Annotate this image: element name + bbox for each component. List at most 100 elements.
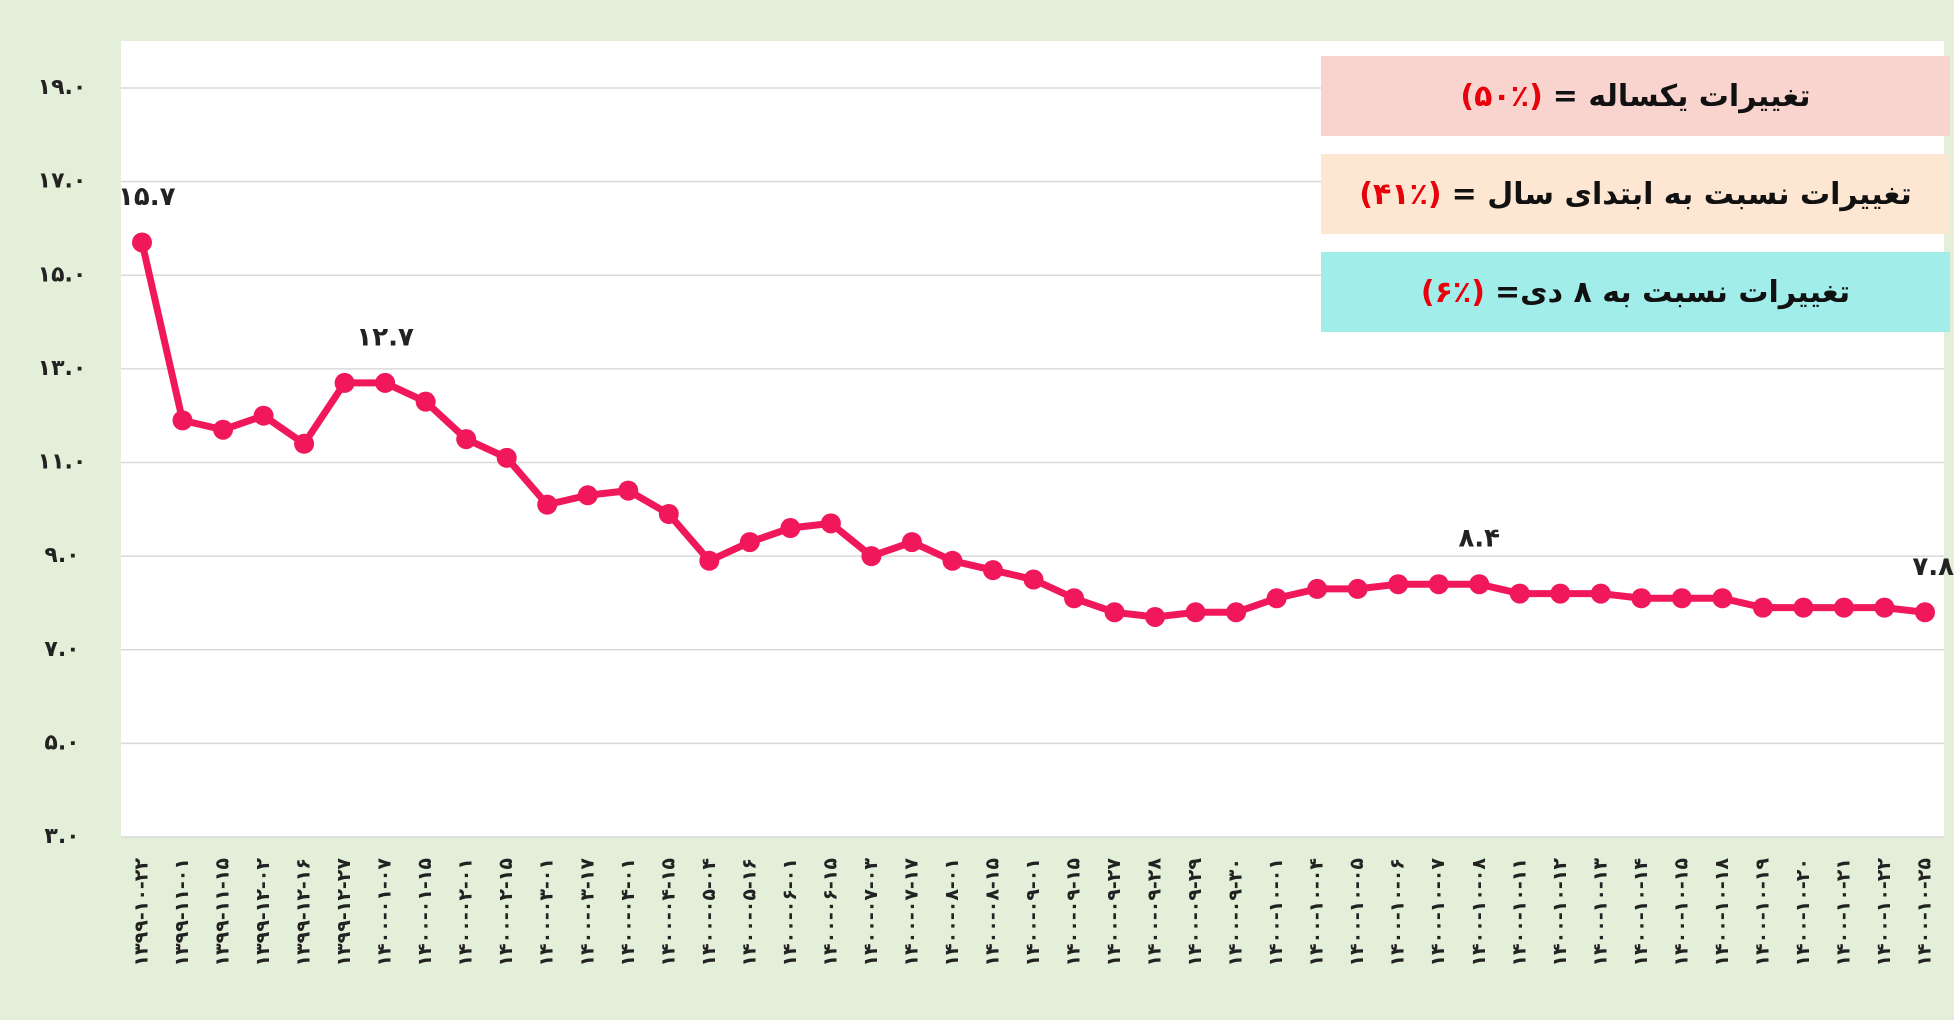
x-tick-label: ۱۴۰۰-۰۹-۲۷ [1103,858,1125,967]
x-tick-label: ۱۴۰۰-۰۷-۱۷ [900,858,922,967]
y-tick-label: ۵.۰ [44,730,79,755]
point [1874,597,1895,618]
point [1793,597,1814,618]
point [1752,597,1773,618]
x-tick-label: ۱۴۰۰-۰۵-۰۴ [698,858,720,967]
x-tick-label: ۱۴۰۰-۰۹-۱۵ [1063,858,1085,967]
point [1145,606,1166,627]
point [1023,569,1044,590]
point [294,433,315,454]
annotation-value: (۵۰٪) [1460,78,1543,114]
x-tick-label: ۱۴۰۰-۰۶-۱۵ [819,858,841,967]
x-tick-label: ۱۳۹۹-۱۰-۲۲ [131,858,153,967]
x-tick-label: ۱۴۰۰-۰۷-۰۳ [860,858,882,967]
point [213,419,234,440]
annotation-box: تغییرات نسبت به ۸ دی= (۶٪) [1321,252,1950,332]
x-tick-label: ۱۴۰۰-۰۹-۲۸ [1144,858,1166,967]
y-tick-label: ۱۱.۰ [38,450,87,475]
y-tick-label: ۱۹.۰ [38,75,87,100]
point [1509,583,1530,604]
x-tick-label: ۱۴۰۰-۱۰-۱۵ [1670,858,1692,967]
point [1428,574,1449,595]
point [942,550,963,571]
point [739,532,760,553]
x-tick-label: ۱۴۰۰-۱۰-۰۴ [1306,858,1328,967]
y-tick-label: ۳.۰ [44,824,79,849]
y-tick-label: ۹.۰ [44,543,79,568]
x-tick-label: ۱۴۰۰-۰۲-۰۱ [455,858,477,967]
annotation-text: تغییرات نسبت به ابتدای سال = [1451,176,1912,212]
point [1671,588,1692,609]
x-tick-label: ۱۳۹۹-۱۲-۰۲ [252,858,274,967]
point [901,532,922,553]
x-tick-label: ۱۴۰۰-۰۸-۱۵ [981,858,1003,967]
point [334,372,355,393]
annotation-text: تغییرات نسبت به ۸ دی= [1494,274,1851,310]
data-label: ۱۲.۷ [356,322,414,352]
point [1631,588,1652,609]
y-tick-label: ۱۷.۰ [38,169,87,194]
point [496,447,517,468]
point [1104,602,1125,623]
x-tick-label: ۱۴۰۰-۱۰-۱۲ [1549,858,1571,967]
point [415,391,436,412]
annotation-box: تغییرات یکساله = (۵۰٪) [1321,56,1950,136]
point [172,410,193,431]
x-tick-label: ۱۴۰۰-۱۰-۱۴ [1630,858,1652,967]
point [456,429,477,450]
x-tick-label: ۱۴۰۰-۰۴-۱۵ [657,858,679,967]
annotation-value: (۴۱٪) [1359,176,1442,212]
point [1590,583,1611,604]
x-tick-label: ۱۴۰۰-۰۳-۱۷ [576,858,598,967]
point [982,560,1003,581]
point [1064,588,1085,609]
point [820,513,841,534]
annotation-box: تغییرات نسبت به ابتدای سال = (۴۱٪) [1321,154,1950,234]
point [861,546,882,567]
data-label: ۱۵.۷ [118,182,176,212]
point [375,372,396,393]
point [1712,588,1733,609]
x-tick-label: ۱۴۰۰-۰۴-۰۱ [617,858,639,967]
x-tick-label: ۱۳۹۹-۱۱-۰۱ [171,858,193,967]
point [253,405,274,426]
x-tick-label: ۱۴۰۰-۱۰-۰۷ [1427,858,1449,967]
x-tick-label: ۱۴۰۰-۰۳-۰۱ [536,858,558,967]
y-tick-label: ۱۳.۰ [38,356,87,381]
x-tick-label: ۱۴۰۰-۰۸-۰۱ [941,858,963,967]
x-tick-label: ۱۴۰۰-۰۱-۱۵ [414,858,436,967]
x-tick-label: ۱۴۰۰-۱۰-۱۳ [1589,858,1611,967]
point [1915,602,1935,623]
point [132,232,152,253]
y-tick-label: ۷.۰ [44,637,79,662]
annotation-text: تغییرات یکساله = [1552,78,1811,114]
x-tick-label: ۱۴۰۰-۰۵-۱۶ [738,858,760,967]
x-tick-label: ۱۴۰۰-۱۰-۱۹ [1751,858,1773,967]
point [1307,578,1328,599]
x-tick-label: ۱۴۰۰-۱۰-۰۸ [1468,858,1490,967]
point [780,518,801,539]
x-tick-label: ۱۴۰۰-۰۹-۳۰ [1225,858,1247,967]
point [1550,583,1571,604]
x-tick-label: ۱۴۰۰-۱۰-۰۱ [1265,858,1287,967]
point [1833,597,1854,618]
x-tick-label: ۱۴۰۰-۱۰-۲۵ [1914,858,1936,967]
x-tick-label: ۱۳۹۹-۱۲-۲۷ [333,858,355,967]
x-tick-label: ۱۳۹۹-۱۲-۱۶ [293,858,315,967]
x-tick-label: ۱۴۰۰-۱۰-۰۵ [1346,858,1368,967]
x-tick-label: ۱۴۰۰-۰۲-۱۵ [495,858,517,967]
x-tick-label: ۱۳۹۹-۱۱-۱۵ [212,858,234,967]
point [618,480,639,501]
x-tick-label: ۱۴۰۰-۱۰-۲۱ [1832,858,1854,967]
point [1266,588,1287,609]
point [1185,602,1206,623]
data-label: ۸.۴ [1458,524,1500,554]
x-tick-label: ۱۴۰۰-۱۰-۲۰ [1792,858,1814,967]
point [1388,574,1409,595]
point [1347,578,1368,599]
point [537,494,558,515]
point [1469,574,1490,595]
x-tick-label: ۱۴۰۰-۱۰-۲۲ [1873,858,1895,967]
